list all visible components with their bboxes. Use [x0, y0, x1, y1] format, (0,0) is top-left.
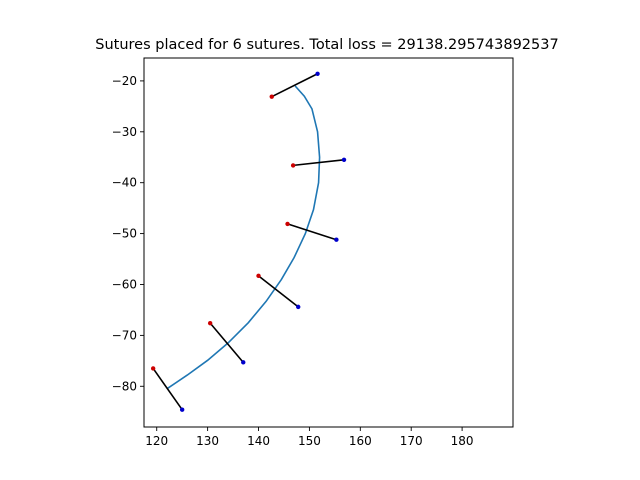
suture-end-point — [241, 360, 246, 365]
suture-end-point — [179, 407, 185, 412]
y-tick-label: −70 — [112, 328, 137, 342]
x-axis: 120 130 140 150 160 170 180 — [145, 427, 474, 448]
x-tick-label: 130 — [196, 434, 219, 448]
y-tick-label: −30 — [112, 125, 137, 139]
y-tick-label: −80 — [112, 379, 137, 393]
y-tick-label: −60 — [112, 277, 137, 291]
suture-end-point — [296, 304, 301, 310]
suture-end-point — [334, 237, 339, 242]
suture-line — [258, 275, 299, 308]
suture-line — [209, 322, 244, 363]
y-tick-label: −40 — [112, 176, 137, 190]
suture-4 — [285, 221, 339, 242]
suture-line — [271, 73, 318, 98]
x-tick-label: 170 — [400, 434, 423, 448]
suture-line — [293, 158, 345, 167]
suture-start-point — [207, 320, 213, 326]
suture-start-point — [256, 273, 261, 279]
x-tick-label: 180 — [451, 434, 474, 448]
y-tick-label: −50 — [112, 227, 137, 241]
x-tick-label: 150 — [298, 434, 321, 448]
suture-5 — [290, 157, 347, 168]
suture-1 — [150, 366, 185, 412]
suture-3 — [256, 273, 301, 310]
x-tick-label: 120 — [145, 434, 168, 448]
chart-title: Sutures placed for 6 sutures. Total loss… — [95, 37, 558, 53]
suture-layer — [150, 71, 347, 412]
y-axis: −20 −30 −40 −50 −60 −70 −80 — [112, 74, 144, 393]
wound-curve-layer — [166, 85, 321, 390]
suture-end-point — [341, 157, 347, 162]
wound-curve — [166, 85, 321, 390]
suture-end-point — [315, 71, 320, 76]
suture-6 — [269, 71, 320, 99]
x-tick-label: 160 — [349, 434, 372, 448]
suture-line — [287, 223, 337, 241]
suture-2 — [207, 320, 246, 365]
suture-start-point — [285, 221, 290, 227]
plot-area-frame — [143, 57, 514, 428]
suture-start-point — [150, 366, 156, 371]
suture-line — [152, 368, 183, 411]
suture-start-point — [290, 163, 296, 168]
suture-start-point — [269, 94, 274, 99]
y-tick-label: −20 — [112, 74, 137, 88]
x-tick-label: 140 — [247, 434, 270, 448]
